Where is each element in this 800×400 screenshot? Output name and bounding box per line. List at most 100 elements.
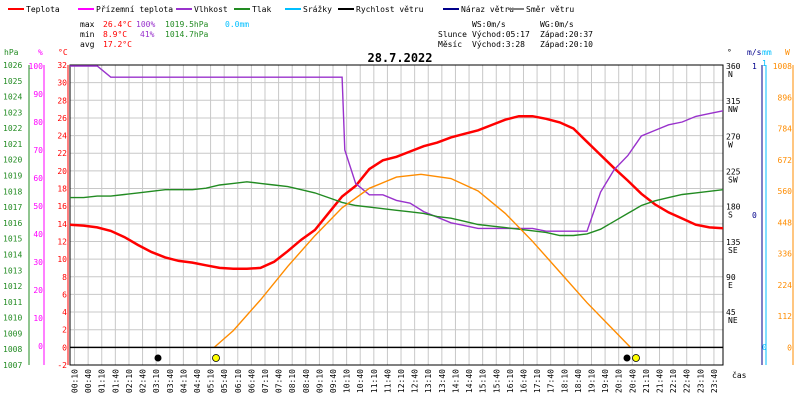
direction-cardinal: N: [728, 70, 733, 79]
percent-tick: 60: [33, 174, 43, 183]
temperature-tick: 20: [57, 167, 67, 176]
x-tick-label: 14:40: [465, 369, 474, 393]
solar-unit: W: [785, 48, 790, 57]
direction-cardinal: NE: [728, 316, 738, 325]
x-tick-label: 03:10: [152, 369, 161, 393]
ms-tick: 0: [752, 211, 757, 220]
x-tick-label: 22:40: [683, 369, 692, 393]
legend-label: Přízemní teplota: [96, 5, 173, 14]
hpa-tick: 1024: [3, 93, 22, 102]
hpa-tick: 1016: [3, 219, 22, 228]
temperature-tick: 0: [62, 343, 67, 352]
temperature-unit: °C: [58, 48, 68, 57]
x-tick-label: 19:40: [601, 369, 610, 393]
x-tick-label: 06:40: [247, 369, 256, 393]
x-tick-label: 20:10: [615, 369, 624, 393]
x-tick-label: 04:40: [193, 369, 202, 393]
x-tick-label: 12:40: [411, 369, 420, 393]
legend-label: Tlak: [252, 5, 271, 14]
percent-tick: 40: [33, 230, 43, 239]
hpa-tick: 1012: [3, 282, 22, 291]
direction-cardinal: W: [728, 140, 733, 149]
stat-max-label: max: [80, 20, 95, 29]
moon-rise: Východ:3:28: [472, 40, 525, 49]
x-tick-label: 21:40: [656, 369, 665, 393]
temperature-tick: 18: [57, 185, 67, 194]
moon-label: Měsíc: [438, 40, 462, 49]
x-unit: čas: [732, 370, 747, 380]
temperature-tick: 32: [57, 61, 67, 70]
percent-unit: %: [38, 48, 43, 57]
x-tick-label: 17:40: [547, 369, 556, 393]
x-tick-label: 14:10: [451, 369, 460, 393]
direction-tick: 315: [726, 97, 741, 106]
x-tick-label: 23:10: [696, 369, 705, 393]
percent-tick: 90: [33, 90, 43, 99]
x-tick-label: 09:10: [315, 369, 324, 393]
x-tick-label: 03:40: [166, 369, 175, 393]
series-line-tlak: [70, 181, 724, 237]
solar-tick: 448: [778, 218, 793, 227]
hpa-tick: 1010: [3, 314, 22, 323]
solar-tick: 224: [778, 281, 793, 290]
direction-tick: 90: [726, 273, 736, 282]
wind-ws: WS:0m/s: [472, 20, 506, 29]
x-tick-label: 13:10: [424, 369, 433, 393]
solar-tick: 336: [778, 250, 793, 259]
x-tick-label: 05:10: [207, 369, 216, 393]
hpa-tick: 1014: [3, 250, 22, 259]
hpa-tick: 1007: [3, 361, 22, 370]
temperature-tick: 16: [57, 202, 67, 211]
hpa-tick: 1015: [3, 235, 22, 244]
direction-cardinal: SW: [728, 176, 738, 185]
chart-title: 28.7.2022: [367, 51, 432, 65]
stat-max-temp: 26.4°C: [103, 20, 132, 29]
x-tick-label: 09:40: [329, 369, 338, 393]
series-line-solar: [213, 173, 632, 348]
direction-tick: 270: [726, 132, 741, 141]
direction-cardinal: SE: [728, 246, 738, 255]
x-tick-label: 11:10: [370, 369, 379, 393]
direction-tick: 45: [726, 308, 736, 317]
hpa-tick: 1021: [3, 140, 22, 149]
hpa-tick: 1013: [3, 266, 22, 275]
direction-tick: 225: [726, 168, 741, 177]
x-tick-label: 06:10: [234, 369, 243, 393]
x-tick-label: 18:40: [574, 369, 583, 393]
x-tick-label: 17:10: [533, 369, 542, 393]
percent-tick: 50: [33, 202, 43, 211]
temperature-tick: 8: [62, 273, 67, 282]
x-tick-label: 18:10: [560, 369, 569, 393]
hpa-tick: 1022: [3, 124, 22, 133]
legend: Teplota Přízemní teplota Vlhkost Tlak Srážky…: [8, 5, 574, 14]
sun-label: Slunce: [438, 30, 467, 39]
solar-tick: 560: [778, 187, 793, 196]
direction-tick: 360: [726, 62, 741, 71]
solar-tick: 0: [787, 343, 792, 352]
stat-max-press: 1019.5hPa: [165, 20, 209, 29]
x-tick-label: 19:10: [587, 369, 596, 393]
x-tick-label: 23:40: [710, 369, 719, 393]
mm-unit: mm: [762, 48, 772, 57]
solar-tick: 1008: [773, 62, 792, 71]
x-tick-label: 11:40: [383, 369, 392, 393]
solar-tick: 784: [778, 125, 793, 134]
x-tick-label: 10:40: [356, 369, 365, 393]
sun-rise: Východ:05:17: [472, 30, 530, 39]
direction-tick: 135: [726, 238, 741, 247]
x-tick-label: 05:40: [220, 369, 229, 393]
hpa-tick: 1025: [3, 77, 22, 86]
x-tick-label: 22:10: [669, 369, 678, 393]
temperature-tick: -2: [57, 361, 67, 370]
legend-label: Teplota: [26, 5, 60, 14]
temperature-tick: 10: [57, 255, 67, 264]
x-tick-label: 01:40: [111, 369, 120, 393]
temperature-tick: 12: [57, 237, 67, 246]
temperature-tick: 2: [62, 326, 67, 335]
percent-tick: 100: [29, 62, 44, 71]
temperature-tick: 14: [57, 220, 67, 229]
sun-set: Západ:20:37: [540, 30, 593, 39]
direction-cardinal: NW: [728, 105, 738, 114]
temperature-tick: 30: [57, 79, 67, 88]
